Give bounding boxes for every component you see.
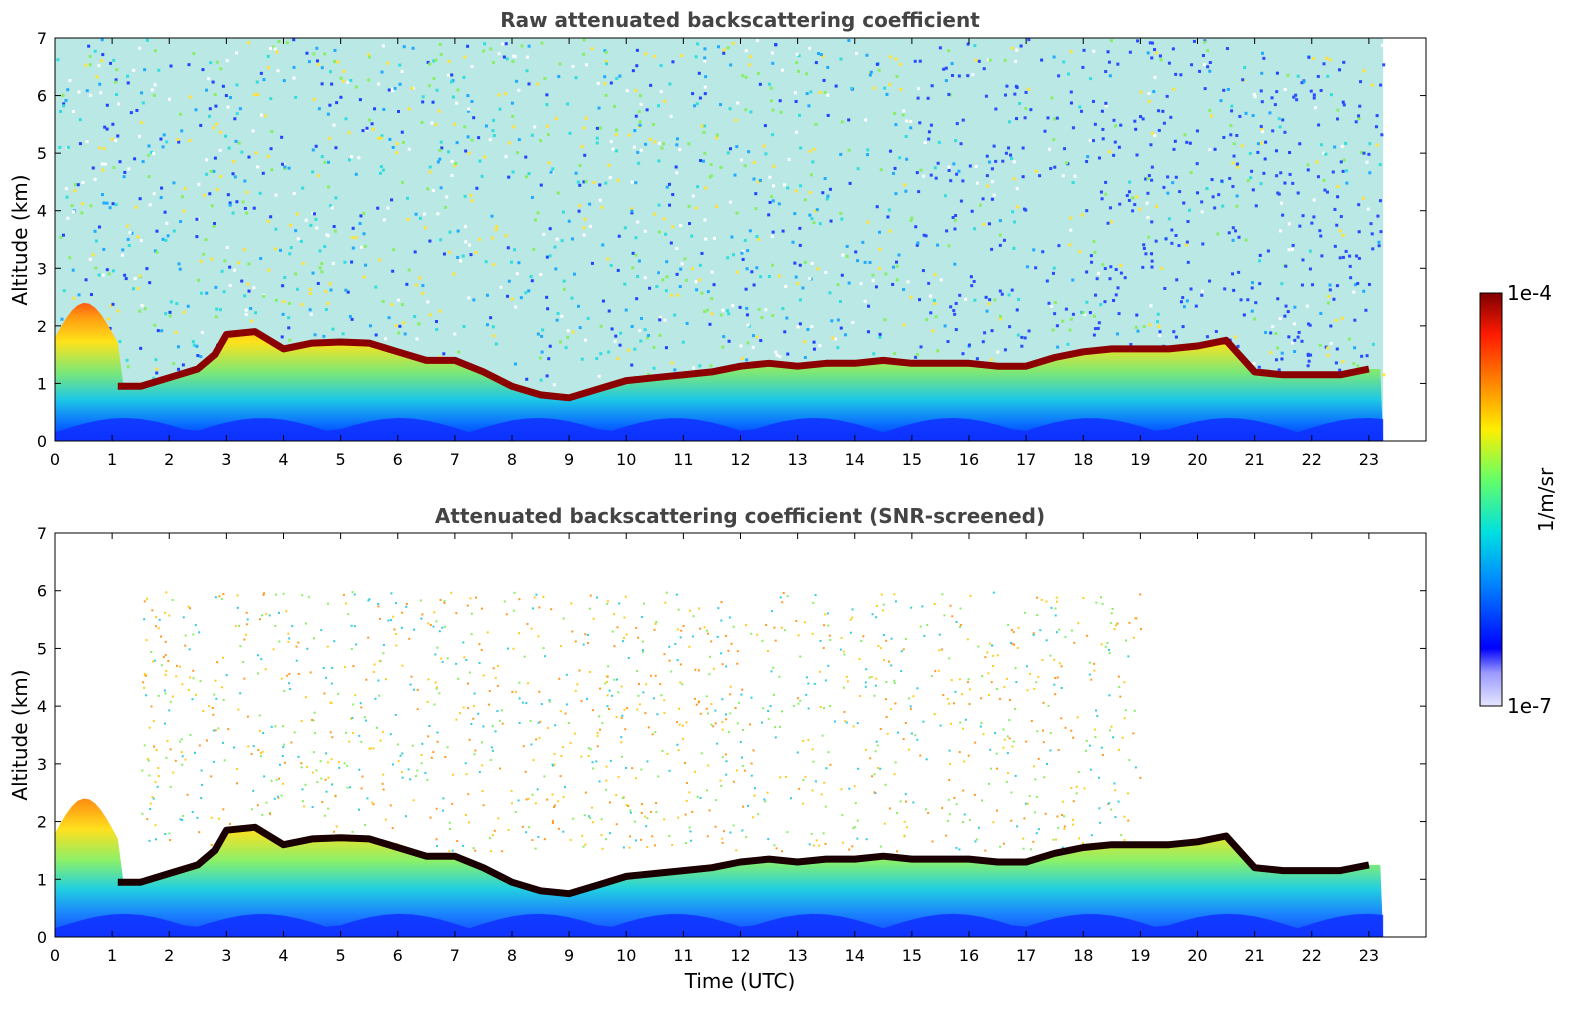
x-tick-label: 3 bbox=[221, 946, 231, 965]
x-tick-label: 4 bbox=[278, 450, 288, 469]
x-tick-label: 22 bbox=[1302, 946, 1322, 965]
x-tick-label: 7 bbox=[450, 450, 460, 469]
x-tick-label: 23 bbox=[1359, 450, 1379, 469]
x-tick-label: 1 bbox=[107, 946, 117, 965]
panel-screened-x-ticks: 0 1 2 3 4 5 6 7 8 9 10 11 12 13 14 15 16 17 18 19 20 21 22 23 bbox=[50, 533, 1379, 965]
x-tick-label: 6 bbox=[393, 946, 403, 965]
x-tick-label: 22 bbox=[1302, 450, 1322, 469]
x-tick-label: 23 bbox=[1359, 946, 1379, 965]
panel-screened-y-axis-label: Altitude (km) bbox=[8, 669, 32, 800]
y-tick-label: 1 bbox=[37, 870, 47, 889]
x-tick-label: 5 bbox=[336, 450, 346, 469]
panel-raw-title: Raw attenuated backscattering coefficien… bbox=[500, 8, 980, 32]
x-tick-label: 9 bbox=[564, 450, 574, 469]
y-tick-label: 5 bbox=[37, 639, 47, 658]
x-tick-label: 14 bbox=[845, 450, 865, 469]
x-tick-label: 9 bbox=[564, 946, 574, 965]
x-tick-label: 20 bbox=[1187, 450, 1207, 469]
x-tick-label: 10 bbox=[616, 450, 636, 469]
colorbar-unit-label: 1/m/sr bbox=[1534, 467, 1558, 532]
x-tick-label: 13 bbox=[787, 450, 807, 469]
x-tick-label: 1 bbox=[107, 450, 117, 469]
x-tick-label: 2 bbox=[164, 450, 174, 469]
y-tick-label: 0 bbox=[37, 928, 47, 947]
panel-screened-y-ticks: 0 1 2 3 4 5 6 7 bbox=[37, 524, 1426, 947]
y-tick-label: 2 bbox=[37, 813, 47, 832]
x-tick-label: 19 bbox=[1130, 946, 1150, 965]
x-tick-label: 3 bbox=[221, 450, 231, 469]
x-axis-label: Time (UTC) bbox=[684, 969, 796, 993]
y-tick-label: 6 bbox=[37, 87, 47, 106]
panel-raw: Raw attenuated backscattering coefficien… bbox=[8, 8, 1427, 469]
y-tick-label: 1 bbox=[37, 374, 47, 393]
x-tick-label: 6 bbox=[393, 450, 403, 469]
colorbar-min-label: 1e-7 bbox=[1507, 694, 1552, 718]
x-tick-label: 14 bbox=[845, 946, 865, 965]
x-tick-label: 10 bbox=[616, 946, 636, 965]
y-tick-label: 2 bbox=[37, 317, 47, 336]
x-tick-label: 2 bbox=[164, 946, 174, 965]
panel-raw-y-ticks: 0 1 2 3 4 5 6 7 bbox=[37, 29, 1426, 451]
x-tick-label: 11 bbox=[673, 946, 693, 965]
y-tick-label: 5 bbox=[37, 144, 47, 163]
x-tick-label: 15 bbox=[902, 450, 922, 469]
panel-raw-plot-area bbox=[55, 38, 1386, 441]
x-tick-label: 0 bbox=[50, 946, 60, 965]
colorbar-max-label: 1e-4 bbox=[1507, 281, 1552, 305]
x-tick-label: 21 bbox=[1244, 450, 1264, 469]
x-tick-label: 17 bbox=[1016, 946, 1036, 965]
y-tick-label: 7 bbox=[37, 524, 47, 543]
y-tick-label: 3 bbox=[37, 755, 47, 774]
x-tick-label: 21 bbox=[1244, 946, 1264, 965]
x-tick-label: 18 bbox=[1073, 946, 1093, 965]
x-tick-label: 16 bbox=[959, 946, 979, 965]
x-tick-label: 5 bbox=[336, 946, 346, 965]
x-tick-label: 8 bbox=[507, 946, 517, 965]
y-tick-label: 4 bbox=[37, 202, 47, 221]
y-tick-label: 7 bbox=[37, 29, 47, 48]
x-tick-label: 4 bbox=[278, 946, 288, 965]
colorbar: 1e-4 1e-7 1/m/sr bbox=[1479, 281, 1558, 718]
y-tick-label: 3 bbox=[37, 259, 47, 278]
x-tick-label: 16 bbox=[959, 450, 979, 469]
x-tick-label: 13 bbox=[787, 946, 807, 965]
x-tick-label: 7 bbox=[450, 946, 460, 965]
layer-top-line bbox=[117, 328, 1370, 402]
x-tick-label: 11 bbox=[673, 450, 693, 469]
x-tick-label: 8 bbox=[507, 450, 517, 469]
panel-screened-title: Attenuated backscattering coefficient (S… bbox=[435, 504, 1045, 528]
colorbar-gradient bbox=[1479, 292, 1503, 707]
x-tick-label: 12 bbox=[730, 946, 750, 965]
x-tick-label: 12 bbox=[730, 450, 750, 469]
panel-screened-plot-area bbox=[55, 591, 1384, 937]
y-tick-label: 4 bbox=[37, 697, 47, 716]
sparse-signal bbox=[141, 591, 1142, 853]
x-tick-label: 15 bbox=[902, 946, 922, 965]
x-tick-label: 20 bbox=[1187, 946, 1207, 965]
x-tick-label: 0 bbox=[50, 450, 60, 469]
x-tick-label: 17 bbox=[1016, 450, 1036, 469]
x-tick-label: 18 bbox=[1073, 450, 1093, 469]
panel-raw-x-ticks: 0 1 2 3 4 5 6 7 8 9 10 11 12 13 14 15 16 17 18 19 20 21 22 23 bbox=[50, 38, 1379, 469]
y-tick-label: 0 bbox=[37, 432, 47, 451]
surface-band bbox=[55, 418, 1384, 441]
layer-top-line bbox=[117, 823, 1370, 898]
y-tick-label: 6 bbox=[37, 582, 47, 601]
panel-screened: Attenuated backscattering coefficient (S… bbox=[8, 504, 1427, 993]
surface-band bbox=[55, 913, 1384, 937]
x-tick-label: 19 bbox=[1130, 450, 1150, 469]
panel-raw-y-axis-label: Altitude (km) bbox=[8, 174, 32, 305]
